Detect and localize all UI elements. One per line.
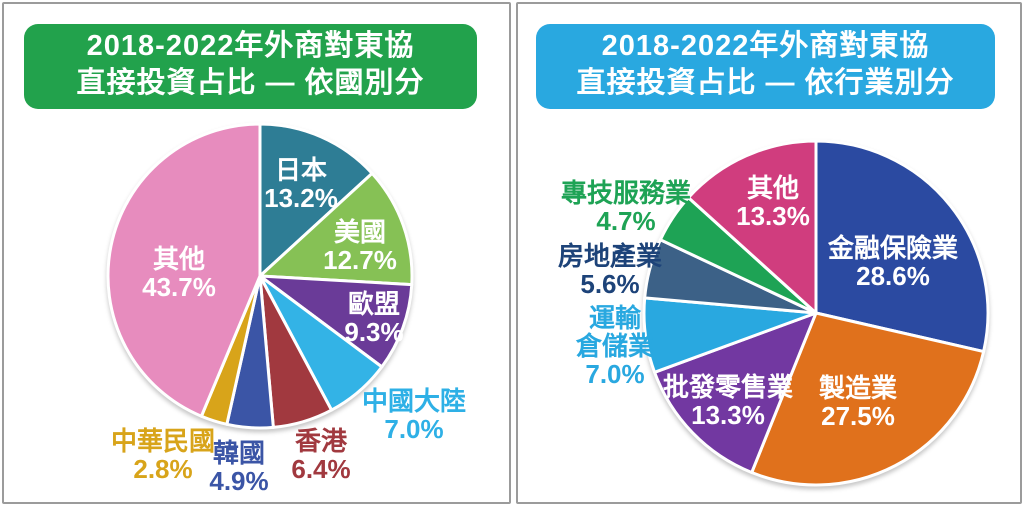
pie-slice-eu [258,274,414,369]
pie-slice-others [686,139,818,315]
chart-title-by-industry: 2018-2022年外商對東協 直接投資占比 — 依行業別分 [536,24,995,109]
pie-slice-manufacturing [750,311,986,487]
pie-slice-others [106,122,262,418]
pie-chart-by-industry [642,139,990,487]
pie-slice-usa [258,171,414,287]
pie-slice-wholesale-retail [653,311,818,475]
chart-title-line-1: 2018-2022年外商對東協 [601,30,930,62]
chart-title-line-2: 直接投資占比 — 依行業別分 [576,67,955,99]
pie-slice-finance-insurance [814,139,990,354]
chart-panel-by-country: 2018-2022年外商對東協 直接投資占比 — 依國別分 日本 13.2% 美國 1… [2,2,511,504]
chart-title-line-1: 2018-2022年外商對東協 [86,30,415,62]
chart-title-by-country: 2018-2022年外商對東協 直接投資占比 — 依國別分 [24,24,477,109]
chart-title-line-2: 直接投資占比 — 依國別分 [76,67,425,99]
pie-slice-japan [258,122,374,278]
pie-chart-by-country [106,122,414,430]
chart-panel-by-industry: 2018-2022年外商對東協 直接投資占比 — 依行業別分 金融保險業 28.6… [516,2,1022,504]
